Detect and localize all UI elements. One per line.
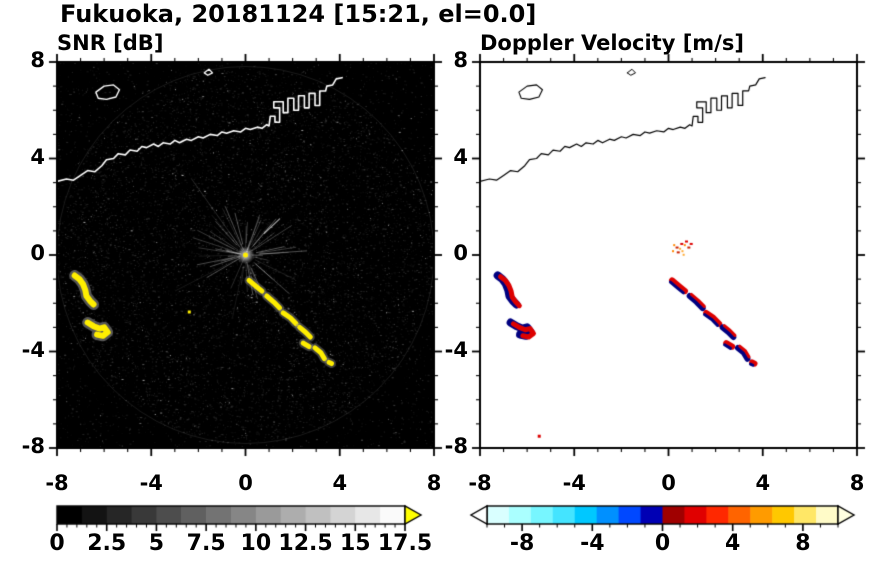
snr-colorbar-label: 7.5	[186, 531, 226, 556]
velocity-colorbar-label: 0	[654, 531, 671, 556]
velocity-colorbar-label: -4	[580, 531, 605, 556]
x-tick-label: 0	[661, 471, 676, 495]
x-tick-label: 8	[849, 471, 865, 495]
y-tick-label: -4	[21, 337, 45, 362]
x-tick-label: 0	[238, 471, 253, 495]
snr-colorbar-label: 5	[148, 531, 165, 556]
x-tick-label: -8	[468, 471, 492, 495]
x-tick-label: -4	[139, 471, 163, 495]
velocity-colorbar-label: -8	[509, 531, 535, 556]
doppler-panel-title: Doppler Velocity [m/s]	[480, 31, 744, 55]
snr-colorbar-label: 0	[49, 531, 65, 556]
y-tick-label: -4	[444, 337, 468, 362]
x-tick-label: -8	[45, 471, 69, 495]
y-tick-label: -8	[21, 434, 45, 458]
x-tick-label: 8	[426, 471, 442, 495]
y-tick-label: 4	[453, 144, 468, 169]
x-tick-label: 4	[332, 471, 348, 495]
y-tick-label: 8	[453, 48, 468, 72]
snr-colorbar-label: 12.5	[278, 531, 333, 556]
snr-colorbar-label: 10	[240, 531, 272, 556]
snr-colorbar-label: 17.5	[377, 531, 433, 556]
velocity-colorbar-label: 4	[725, 531, 741, 556]
snr-colorbar-label: 15	[339, 531, 371, 556]
y-tick-label: 8	[30, 48, 45, 72]
y-tick-label: 0	[453, 241, 468, 265]
y-tick-label: 0	[30, 241, 45, 265]
snr-colorbar-label: 2.5	[87, 531, 127, 556]
y-tick-label: 4	[30, 144, 45, 169]
y-tick-label: -8	[444, 434, 468, 458]
snr-panel-title: SNR [dB]	[57, 31, 164, 55]
x-tick-label: -4	[562, 471, 586, 495]
figure-title: Fukuoka, 20181124 [15:21, el=0.0]	[60, 0, 537, 28]
velocity-colorbar-label: 8	[795, 531, 811, 556]
x-tick-label: 4	[755, 471, 771, 495]
